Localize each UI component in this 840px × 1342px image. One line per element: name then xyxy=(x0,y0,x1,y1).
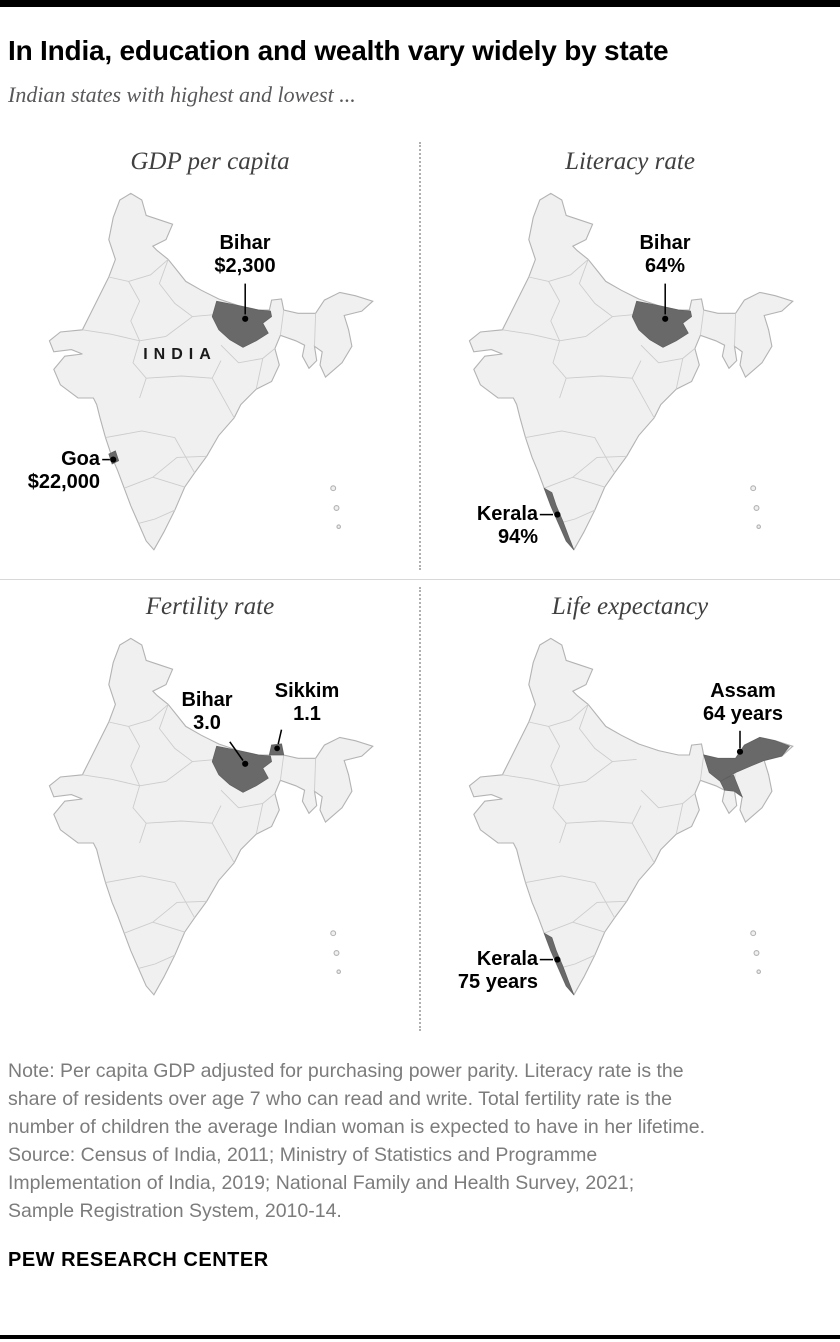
bihar-leader xyxy=(229,741,249,767)
annotation-state-name: Assam xyxy=(710,680,776,702)
note-line: number of children the average Indian wo… xyxy=(8,1116,705,1138)
annotation-value: 1.1 xyxy=(293,703,321,725)
annotation-bihar: Bihar $2,300 xyxy=(185,232,305,278)
annotation-value: 75 years xyxy=(457,971,538,993)
panel-title: Fertility rate xyxy=(145,593,275,620)
panel-title: Life expectancy xyxy=(551,593,709,620)
panel-title: Literacy rate xyxy=(565,148,695,175)
annotation-value: 3.0 xyxy=(193,712,221,734)
panel-fertility-rate: Fertility rate Bihar 3.0 xyxy=(0,579,420,1039)
annotation-kerala: Kerala 75 years xyxy=(434,948,538,994)
annotation-state-name: Kerala xyxy=(476,503,538,525)
page-title: In India, education and wealth vary wide… xyxy=(8,35,669,66)
bottom-rule xyxy=(0,1335,840,1339)
india-map-literacy xyxy=(468,192,794,551)
andaman-islands xyxy=(750,485,762,530)
india-map-gdp xyxy=(48,192,374,551)
top-rule xyxy=(0,0,840,7)
annotation-state-name: Bihar xyxy=(219,232,271,254)
annotation-state-name: Bihar xyxy=(181,689,233,711)
sikkim-leader xyxy=(274,729,283,752)
annotation-value: 94% xyxy=(497,526,538,548)
panel-gdp-per-capita: GDP per capita INDIA Bihar $2,30 xyxy=(0,134,420,579)
vertical-divider-bottom xyxy=(419,587,421,1031)
annotation-bihar: Bihar 3.0 xyxy=(147,689,267,735)
andaman-islands xyxy=(330,485,342,530)
annotation-value: 64 years xyxy=(702,703,784,725)
kerala-leader xyxy=(539,956,561,963)
country-label-india: INDIA xyxy=(143,346,217,363)
bihar-leader xyxy=(662,283,669,322)
kerala-leader xyxy=(539,511,561,518)
annotation-value: $22,000 xyxy=(27,471,100,493)
andaman-islands xyxy=(330,930,342,975)
annotation-assam: Assam 64 years xyxy=(678,680,808,726)
panel-life-expectancy: Life expectancy Assam 64 years xyxy=(420,579,840,1039)
page-subtitle: Indian states with highest and lowest ..… xyxy=(8,82,356,107)
bihar-leader xyxy=(242,283,249,322)
pew-research-center-brand: PEW RESEARCH CENTER xyxy=(8,1249,269,1271)
annotation-state-name: Kerala xyxy=(476,948,538,970)
india-map-life-expectancy xyxy=(468,637,794,996)
annotation-kerala: Kerala 94% xyxy=(434,503,538,549)
annotation-bihar: Bihar 64% xyxy=(605,232,725,278)
note-line: Note: Per capita GDP adjusted for purcha… xyxy=(8,1060,684,1082)
annotation-goa: Goa $22,000 xyxy=(0,448,100,494)
assam-leader xyxy=(736,730,744,755)
source-line: Implementation of India, 2019; National … xyxy=(8,1172,635,1194)
source-line: Source: Census of India, 2011; Ministry … xyxy=(8,1144,598,1166)
footnote: Note: Per capita GDP adjusted for purcha… xyxy=(8,1057,832,1225)
vertical-divider-top xyxy=(419,142,421,570)
panel-title: GDP per capita xyxy=(130,148,290,175)
annotation-state-name: Sikkim xyxy=(274,680,340,702)
goa-leader xyxy=(102,456,117,463)
annotation-sikkim: Sikkim 1.1 xyxy=(252,680,362,726)
andaman-islands xyxy=(750,930,762,975)
annotation-value: 64% xyxy=(644,255,686,277)
annotation-state-name: Goa xyxy=(61,448,100,470)
map-grid: GDP per capita INDIA Bihar $2,30 xyxy=(0,134,840,1039)
annotation-state-name: Bihar xyxy=(639,232,691,254)
panel-literacy-rate: Literacy rate Bihar 64% xyxy=(420,134,840,579)
note-line: share of residents over age 7 who can re… xyxy=(8,1088,673,1110)
annotation-value: $2,300 xyxy=(214,255,276,277)
india-map-fertility xyxy=(48,637,374,996)
source-line: Sample Registration System, 2010-14. xyxy=(8,1200,342,1222)
horizontal-divider xyxy=(0,579,840,580)
